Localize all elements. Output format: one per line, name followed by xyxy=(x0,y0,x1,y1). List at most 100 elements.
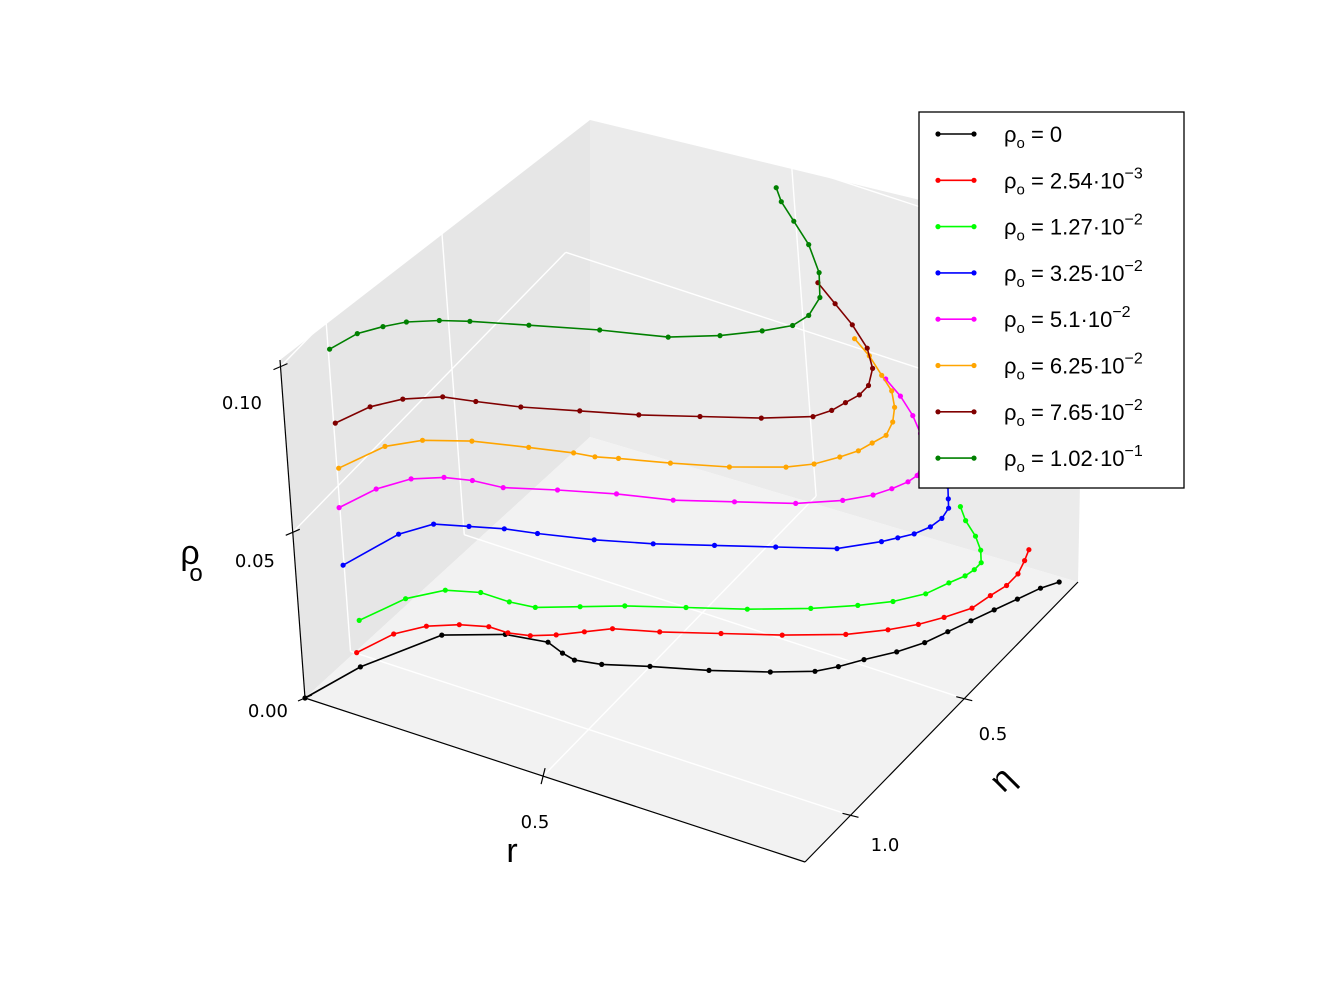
data-point xyxy=(577,408,583,414)
data-point xyxy=(905,479,911,485)
data-point xyxy=(793,500,799,506)
data-point xyxy=(554,487,561,493)
data-point xyxy=(812,668,818,674)
data-point xyxy=(889,486,895,492)
data-point xyxy=(978,560,984,566)
tick-mark xyxy=(273,363,288,371)
data-point xyxy=(408,476,414,482)
data-point xyxy=(759,328,765,334)
data-point xyxy=(467,318,473,324)
data-point xyxy=(808,605,814,612)
data-point xyxy=(553,632,559,638)
data-point xyxy=(869,440,875,446)
data-point xyxy=(791,218,797,224)
data-point xyxy=(336,465,342,471)
x-axis-line xyxy=(304,697,806,863)
data-point xyxy=(336,505,342,511)
data-point xyxy=(1037,585,1044,591)
data-point xyxy=(865,382,872,389)
data-point xyxy=(972,533,979,539)
grid-line xyxy=(438,196,465,535)
grid-line xyxy=(324,313,352,652)
data-point xyxy=(835,664,842,670)
grid-line xyxy=(464,534,965,700)
floor-pane xyxy=(305,437,1078,862)
legend: ρo = 0 ρo = 2.54·10−3 ρo = 1.27·10−2 ρo = 3… xyxy=(918,111,1185,489)
data-point xyxy=(469,438,475,444)
data-point xyxy=(941,614,947,621)
data-point xyxy=(897,393,904,399)
legend-marker xyxy=(935,177,941,183)
data-point xyxy=(518,404,524,410)
data-point xyxy=(373,486,379,492)
data-point xyxy=(864,345,870,351)
data-point xyxy=(767,669,773,675)
tick-mark xyxy=(285,528,300,536)
data-point xyxy=(978,547,984,553)
data-point xyxy=(957,504,964,510)
data-point xyxy=(892,404,898,410)
data-point xyxy=(945,629,951,635)
data-point xyxy=(987,593,994,599)
data-point xyxy=(855,448,862,454)
legend-marker xyxy=(971,270,977,276)
data-point xyxy=(969,605,975,611)
data-point xyxy=(962,573,968,579)
legend-marker xyxy=(971,224,977,230)
data-point xyxy=(403,319,409,325)
data-point xyxy=(439,632,445,638)
data-point xyxy=(946,505,952,511)
data-point xyxy=(837,454,843,460)
grid-lines xyxy=(279,85,1066,816)
data-point xyxy=(396,531,402,537)
data-point xyxy=(581,629,588,635)
data-point xyxy=(910,413,916,419)
data-point xyxy=(505,630,511,636)
z-axis-label-subscript: o xyxy=(189,560,202,587)
series-line-2 xyxy=(358,506,983,622)
data-point xyxy=(849,322,855,328)
tick-mark xyxy=(540,767,546,785)
data-point xyxy=(923,591,929,597)
data-point xyxy=(532,604,538,611)
data-point xyxy=(400,396,406,402)
back-wall-left xyxy=(280,120,590,698)
data-point xyxy=(478,589,484,596)
tick-mark xyxy=(956,696,973,702)
data-point xyxy=(991,607,997,613)
data-point xyxy=(731,499,738,505)
series-line-3 xyxy=(342,441,950,566)
data-point xyxy=(367,404,373,410)
data-point xyxy=(527,633,533,639)
series-line-6 xyxy=(334,282,874,424)
data-point xyxy=(895,535,901,541)
data-point xyxy=(441,474,447,480)
data-point xyxy=(636,412,642,418)
legend-marker xyxy=(935,316,941,322)
data-point xyxy=(911,531,917,537)
data-point xyxy=(816,270,822,276)
data-point xyxy=(811,461,817,467)
data-point xyxy=(354,331,360,337)
data-point xyxy=(440,394,446,400)
data-point xyxy=(683,604,689,611)
legend-marker xyxy=(935,409,941,415)
data-point xyxy=(852,336,858,342)
data-point xyxy=(890,598,896,605)
z-axis-label: ρ xyxy=(180,534,199,572)
data-point xyxy=(597,327,603,333)
data-point xyxy=(883,432,889,438)
legend-marker xyxy=(971,362,977,369)
legend-label: ρo = 5.1·10−2 xyxy=(1004,304,1131,337)
data-point xyxy=(1022,558,1028,564)
legend-marker xyxy=(971,131,977,137)
data-point xyxy=(945,496,951,502)
data-point xyxy=(773,544,779,550)
data-point xyxy=(442,587,448,593)
data-point xyxy=(391,631,397,637)
legend-label: ρo = 3.25·10−2 xyxy=(1004,258,1143,291)
data-point xyxy=(1026,547,1032,553)
data-point xyxy=(726,464,733,470)
data-point xyxy=(486,624,492,630)
